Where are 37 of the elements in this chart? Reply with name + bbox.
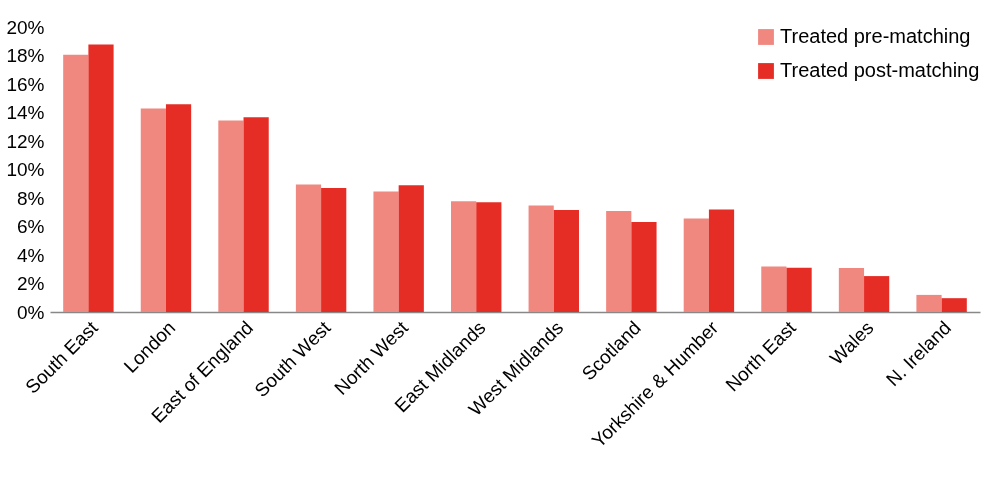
bar: [165, 104, 192, 312]
y-tick-label: 0%: [17, 301, 45, 323]
y-tick-label: 2%: [17, 273, 45, 294]
legend-label: Treated pre-matching: [780, 25, 971, 47]
y-tick-label: 16%: [6, 73, 45, 95]
bar: [398, 185, 424, 312]
y-tick-label: 20%: [6, 16, 45, 38]
bar: [451, 201, 477, 312]
y-tick-label: 6%: [17, 216, 45, 237]
bar: [243, 117, 269, 312]
bar: [218, 120, 244, 312]
bar: [864, 276, 890, 312]
bar: [476, 202, 502, 312]
bar: [708, 209, 735, 312]
y-tick-label: 4%: [17, 244, 45, 266]
bar: [553, 210, 579, 312]
bar: [606, 211, 632, 312]
bar: [373, 191, 399, 312]
bar: [631, 221, 657, 312]
bar: [941, 298, 967, 312]
bar: [140, 108, 166, 312]
bar: [786, 267, 812, 312]
y-tick-label: 12%: [6, 130, 45, 152]
bar: [321, 188, 347, 312]
legend-label: Treated post-matching: [780, 59, 980, 81]
bar: [88, 44, 114, 312]
y-tick-label: 14%: [6, 102, 45, 123]
bar: [295, 184, 322, 312]
y-tick-label: 18%: [6, 45, 45, 66]
bar: [761, 266, 787, 312]
y-tick-label: 10%: [6, 159, 45, 180]
bar: [528, 205, 554, 312]
bar: [683, 218, 709, 312]
bar: [838, 268, 865, 312]
bar: [916, 294, 942, 312]
y-tick-label: 8%: [17, 187, 45, 209]
bar: [63, 54, 89, 312]
